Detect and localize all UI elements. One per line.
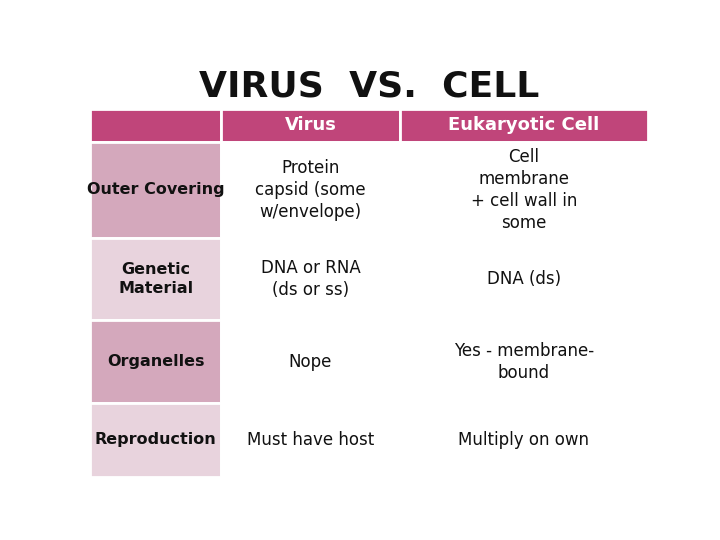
Text: Cell
membrane
+ cell wall in
some: Cell membrane + cell wall in some [471,147,577,232]
Text: Must have host: Must have host [247,431,374,449]
Bar [90,142,221,238]
Bar [221,403,400,477]
Text: Organelles: Organelles [107,354,204,369]
Bar [221,109,400,142]
Text: Protein
capsid (some
w/envelope): Protein capsid (some w/envelope) [255,159,366,221]
Bar [90,109,221,142]
Text: DNA (ds): DNA (ds) [487,270,561,288]
Bar [90,403,221,477]
Text: Outer Covering: Outer Covering [86,183,225,198]
Text: Nope: Nope [289,353,332,370]
Bar [221,142,400,238]
Text: Reproduction: Reproduction [95,433,217,447]
Text: Yes - membrane-
bound: Yes - membrane- bound [454,341,594,382]
Bar [400,238,648,320]
Bar [400,109,648,142]
Text: Eukaryotic Cell: Eukaryotic Cell [449,116,600,134]
Text: VIRUS  VS.  CELL: VIRUS VS. CELL [199,69,539,103]
Bar [221,320,400,403]
Text: Virus: Virus [284,116,336,134]
Text: DNA or RNA
(ds or ss): DNA or RNA (ds or ss) [261,259,360,299]
Bar [400,320,648,403]
Bar [221,238,400,320]
Bar [90,320,221,403]
Bar [400,142,648,238]
Text: Genetic
Material: Genetic Material [118,262,193,296]
Text: Multiply on own: Multiply on own [459,431,590,449]
Bar [90,238,221,320]
Bar [400,403,648,477]
